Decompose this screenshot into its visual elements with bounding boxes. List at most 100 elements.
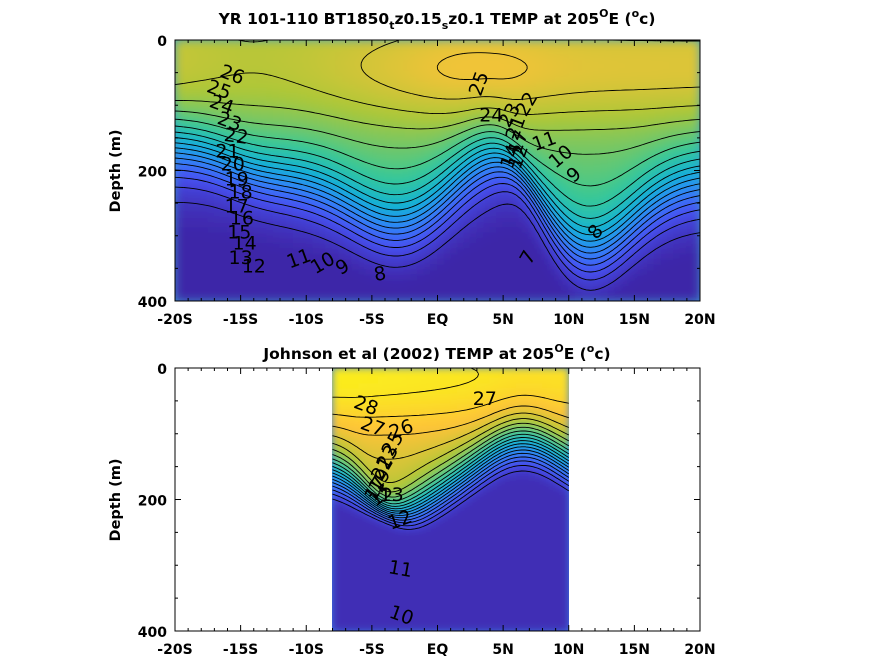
heatmap-cell — [410, 295, 419, 301]
heatmap-cell — [299, 175, 307, 182]
heatmap-cell — [430, 107, 438, 114]
heatmap-cell — [292, 112, 301, 119]
heatmap-cell — [463, 404, 471, 411]
heatmap-cell — [633, 175, 642, 182]
heatmap-cell — [660, 91, 668, 98]
heatmap-cell — [345, 467, 353, 474]
heatmap-cell — [561, 388, 569, 395]
heatmap-cell — [207, 201, 215, 208]
heatmap-cell — [358, 138, 366, 145]
heatmap-cell — [325, 175, 333, 182]
heatmap-cell — [377, 107, 386, 114]
heatmap-cell — [358, 388, 366, 395]
heatmap-cell — [259, 274, 268, 281]
heatmap-cell — [482, 180, 491, 187]
heatmap-cell — [384, 222, 393, 229]
heatmap-cell — [325, 206, 333, 213]
heatmap-cell — [410, 404, 419, 411]
heatmap-cell — [489, 102, 498, 109]
heatmap-cell — [627, 49, 635, 57]
heatmap-cell — [660, 279, 668, 286]
heatmap-cell — [364, 112, 373, 119]
heatmap-cell — [272, 81, 281, 88]
heatmap-cell — [187, 284, 196, 291]
heatmap-cell — [515, 258, 524, 265]
heatmap-cell — [666, 201, 675, 208]
heatmap-cell — [325, 284, 333, 291]
heatmap-cell — [391, 399, 399, 406]
heatmap-cell — [213, 143, 222, 151]
heatmap-cell — [351, 107, 360, 114]
heatmap-cell — [279, 112, 288, 119]
heatmap-cell — [404, 133, 412, 140]
heatmap-cell — [542, 290, 550, 297]
heatmap-cell — [581, 123, 589, 130]
heatmap-cell — [384, 243, 393, 250]
heatmap-cell — [404, 49, 412, 57]
heatmap-cell — [397, 175, 406, 182]
heatmap-cell — [561, 107, 570, 114]
heatmap-cell — [351, 123, 360, 130]
heatmap-cell — [364, 81, 373, 88]
heatmap-cell — [325, 76, 333, 83]
heatmap-cell — [312, 138, 320, 145]
heatmap-cell — [502, 383, 511, 390]
heatmap-cell — [292, 274, 301, 281]
heatmap-cell — [574, 274, 583, 281]
heatmap-cell — [187, 60, 196, 67]
heatmap-cell — [200, 243, 209, 250]
heatmap-cell — [430, 227, 438, 234]
heatmap-cell — [384, 81, 393, 88]
heatmap-cell — [279, 65, 288, 72]
heatmap-cell — [555, 414, 563, 422]
heatmap-cell — [220, 264, 228, 271]
heatmap-cell — [561, 243, 570, 250]
heatmap-cell — [561, 170, 570, 177]
heatmap-cell — [187, 243, 196, 250]
heatmap-cell — [391, 185, 399, 192]
heatmap-cell — [679, 279, 688, 286]
heatmap-cell — [633, 227, 642, 234]
heatmap-cell — [423, 478, 432, 485]
heatmap-cell — [207, 217, 215, 224]
heatmap-cell — [660, 237, 668, 245]
heatmap-cell — [220, 248, 228, 255]
heatmap-cell — [391, 227, 399, 234]
heatmap-cell — [561, 65, 570, 72]
heatmap-cell — [555, 237, 563, 245]
heatmap-cell — [509, 430, 517, 437]
heatmap-cell — [555, 44, 563, 51]
heatmap-cell — [692, 138, 700, 145]
heatmap-cell — [371, 425, 379, 432]
heatmap-cell — [227, 44, 235, 51]
heatmap-cell — [371, 60, 379, 67]
heatmap-cell — [620, 44, 629, 51]
heatmap-cell — [410, 264, 419, 271]
heatmap-cell — [430, 441, 438, 448]
heatmap-cell — [673, 49, 681, 57]
heatmap-cell — [660, 274, 668, 281]
heatmap-cell — [220, 76, 228, 83]
heatmap-cell — [574, 206, 583, 213]
heatmap-cell — [607, 222, 616, 229]
heatmap-cell — [286, 91, 294, 98]
heatmap-cell — [581, 81, 589, 88]
heatmap-cell — [417, 232, 425, 239]
heatmap-cell — [364, 378, 373, 385]
heatmap-cell — [509, 279, 517, 286]
heatmap-cell — [640, 232, 648, 239]
heatmap-cell — [522, 143, 530, 151]
heatmap-cell — [325, 274, 333, 281]
heatmap-cell — [351, 65, 360, 72]
heatmap-cell — [384, 102, 393, 109]
heatmap-cell — [417, 128, 425, 135]
heatmap-cell — [482, 211, 491, 218]
heatmap-cell — [305, 279, 314, 286]
heatmap-cell — [601, 40, 609, 46]
heatmap-cell — [496, 462, 504, 469]
heatmap-cell — [312, 159, 320, 166]
heatmap-cell — [371, 86, 379, 93]
heatmap-cell — [384, 368, 393, 374]
heatmap-cell — [496, 49, 504, 57]
heatmap-cell — [299, 55, 307, 62]
